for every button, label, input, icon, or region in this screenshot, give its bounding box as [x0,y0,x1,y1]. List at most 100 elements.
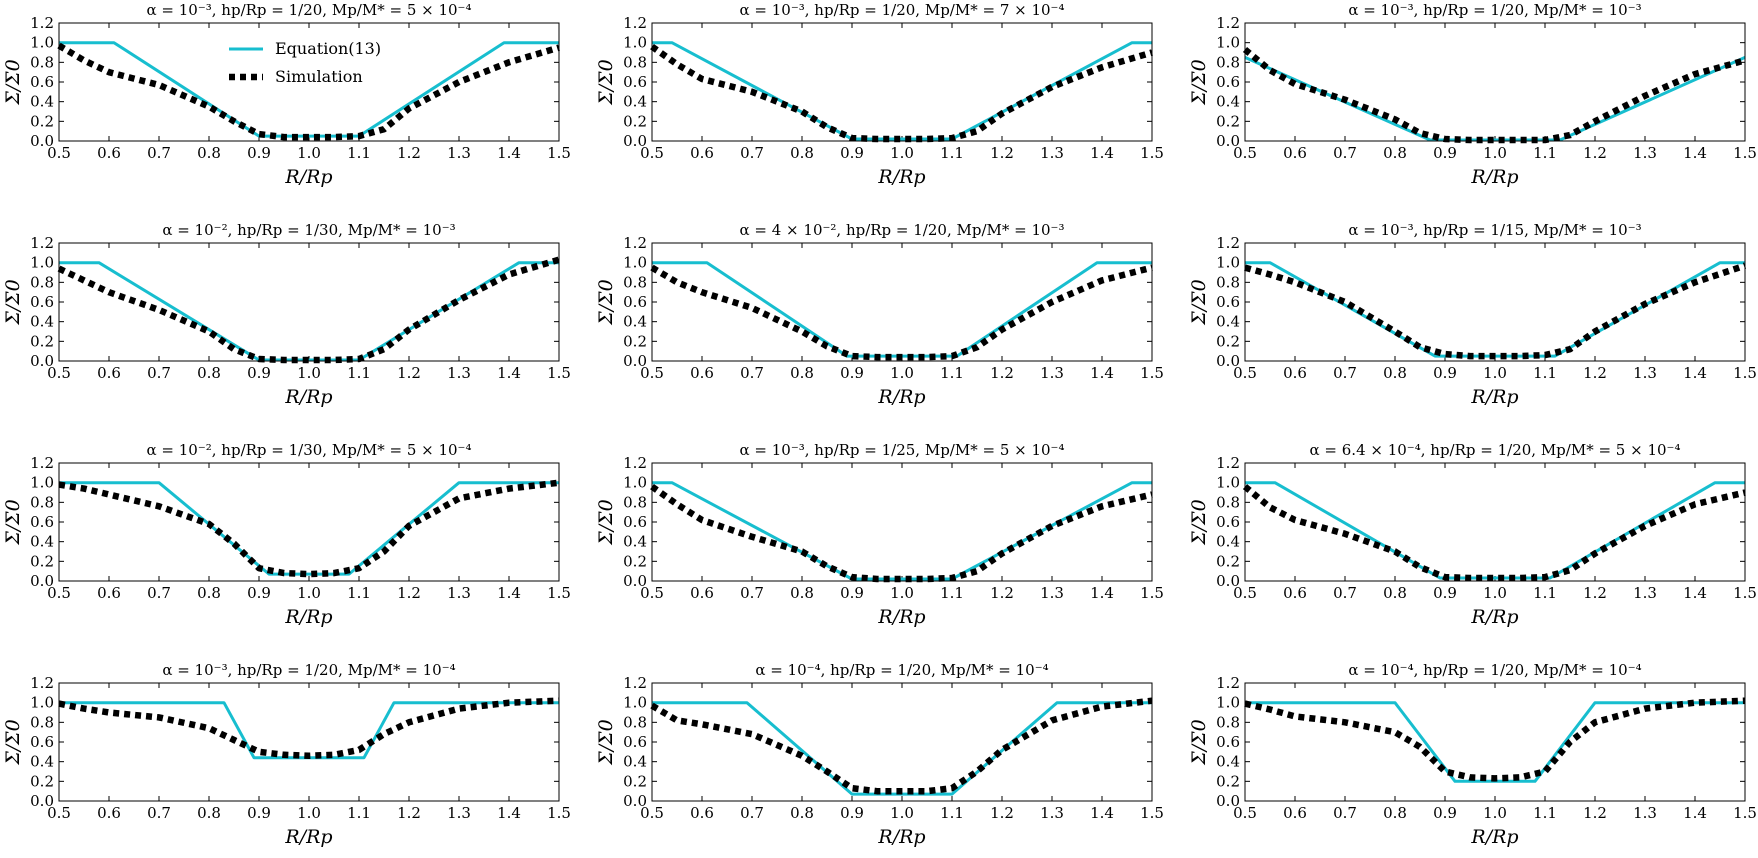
x-tick-label: 1.1 [940,364,964,382]
x-tick-label: 0.6 [97,584,121,602]
equation-series [652,481,1152,581]
x-tick-label: 0.8 [790,584,814,602]
x-tick-label: 1.3 [1040,584,1064,602]
y-tick-label: 0.2 [30,112,54,130]
panel-title: α = 10⁻⁴, hp/Rp = 1/20, Mp/M* = 10⁻⁴ [755,661,1048,679]
y-tick-label: 0.8 [623,713,647,731]
x-tick-label: 0.8 [197,804,221,822]
panel-title: α = 10⁻², hp/Rp = 1/30, Mp/M* = 10⁻³ [162,221,455,239]
x-tick-label: 0.5 [47,584,71,602]
x-tick-label: 1.4 [1683,584,1707,602]
x-tick-label: 1.2 [990,584,1014,602]
y-tick-label: 0.2 [623,112,647,130]
x-axis-label: R/Rp [1470,826,1518,848]
panel-7: α = 10⁻², hp/Rp = 1/30, Mp/M* = 5 × 10⁻⁴… [2,441,571,628]
y-tick-label: 1.2 [30,234,54,252]
simulation-series [58,697,560,760]
y-axis-label: Σ/Σ0 [595,59,617,105]
simulation-series [57,256,560,364]
x-tick-label: 0.9 [1433,584,1457,602]
plot-frame [58,242,560,362]
x-tick-label: 0.9 [840,364,864,382]
y-tick-label: 0.2 [30,332,54,350]
y-tick-label: 1.0 [30,254,54,272]
panel-title: α = 10⁻³, hp/Rp = 1/20, Mp/M* = 10⁻⁴ [162,661,455,679]
y-tick-label: 1.0 [1216,474,1240,492]
y-tick-label: 0.6 [30,293,54,311]
y-tick-label: 0.6 [623,513,647,531]
x-tick-label: 1.1 [1533,804,1557,822]
x-tick-label: 0.5 [1233,804,1257,822]
x-tick-label: 1.5 [547,804,571,822]
x-tick-label: 0.7 [147,364,171,382]
x-tick-label: 1.0 [890,584,914,602]
x-tick-label: 0.9 [247,584,271,602]
x-tick-label: 0.7 [1333,584,1357,602]
simulation-series [1244,262,1747,360]
panel-2: α = 10⁻³, hp/Rp = 1/20, Mp/M* = 7 × 10⁻⁴… [595,1,1164,188]
plot-frame [651,682,1153,802]
x-tick-label: 1.4 [1683,144,1707,162]
x-tick-label: 0.7 [1333,804,1357,822]
x-tick-label: 0.7 [147,144,171,162]
y-tick-label: 0.8 [623,493,647,511]
y-axis-label: Σ/Σ0 [2,719,24,765]
equation-series [59,701,559,760]
y-tick-label: 1.0 [623,254,647,272]
x-axis-label: R/Rp [877,166,925,188]
x-tick-label: 1.5 [1733,584,1757,602]
y-tick-label: 1.0 [1216,34,1240,52]
y-tick-label: 0.6 [1216,733,1240,751]
x-tick-label: 1.3 [447,144,471,162]
equation-series [652,41,1152,141]
x-tick-label: 1.1 [1533,144,1557,162]
x-tick-label: 1.1 [940,584,964,602]
plot-frame [58,462,560,582]
x-tick-label: 1.1 [1533,364,1557,382]
panel-5: α = 4 × 10⁻², hp/Rp = 1/20, Mp/M* = 10⁻³… [595,221,1164,408]
x-tick-label: 0.6 [1283,584,1307,602]
x-tick-label: 1.5 [1733,364,1757,382]
y-tick-label: 0.0 [1216,792,1240,810]
panel-title: α = 6.4 × 10⁻⁴, hp/Rp = 1/20, Mp/M* = 5 … [1310,441,1681,459]
x-tick-label: 1.2 [1583,144,1607,162]
panel-4: α = 10⁻², hp/Rp = 1/30, Mp/M* = 10⁻³0.5 0… [2,221,571,408]
x-tick-label: 1.3 [447,804,471,822]
x-tick-label: 1.2 [990,144,1014,162]
y-tick-label: 0.0 [1216,572,1240,590]
y-tick-label: 1.0 [623,694,647,712]
x-axis-label: R/Rp [877,606,925,628]
x-tick-label: 1.2 [397,144,421,162]
x-tick-label: 0.7 [740,144,764,162]
y-tick-label: 0.0 [623,572,647,590]
y-tick-label: 1.0 [1216,694,1240,712]
x-tick-label: 0.8 [197,584,221,602]
equation-series [1245,701,1745,783]
y-tick-label: 1.2 [1216,234,1240,252]
equation-series [59,261,559,362]
panel-title: α = 10⁻², hp/Rp = 1/30, Mp/M* = 5 × 10⁻⁴ [147,441,472,459]
y-tick-label: 0.2 [30,772,54,790]
y-tick-label: 0.6 [1216,73,1240,91]
simulation-series [1244,697,1746,782]
x-tick-label: 1.1 [347,804,371,822]
equation-series [1244,56,1746,142]
y-tick-label: 1.2 [623,14,647,32]
x-tick-label: 0.6 [1283,364,1307,382]
x-axis-label: R/Rp [284,606,332,628]
x-tick-label: 0.6 [97,804,121,822]
x-axis-label: R/Rp [284,826,332,848]
y-axis-label: Σ/Σ0 [1188,59,1210,105]
y-tick-label: 0.6 [623,73,647,91]
y-tick-label: 0.2 [623,332,647,350]
x-tick-label: 0.6 [1283,804,1307,822]
x-tick-label: 0.8 [790,144,814,162]
x-tick-label: 0.6 [97,364,121,382]
y-tick-label: 1.0 [30,474,54,492]
x-tick-label: 0.8 [790,804,814,822]
x-tick-label: 1.4 [497,804,521,822]
x-tick-label: 0.9 [840,144,864,162]
equation-series [59,481,559,576]
x-tick-label: 0.9 [247,144,271,162]
